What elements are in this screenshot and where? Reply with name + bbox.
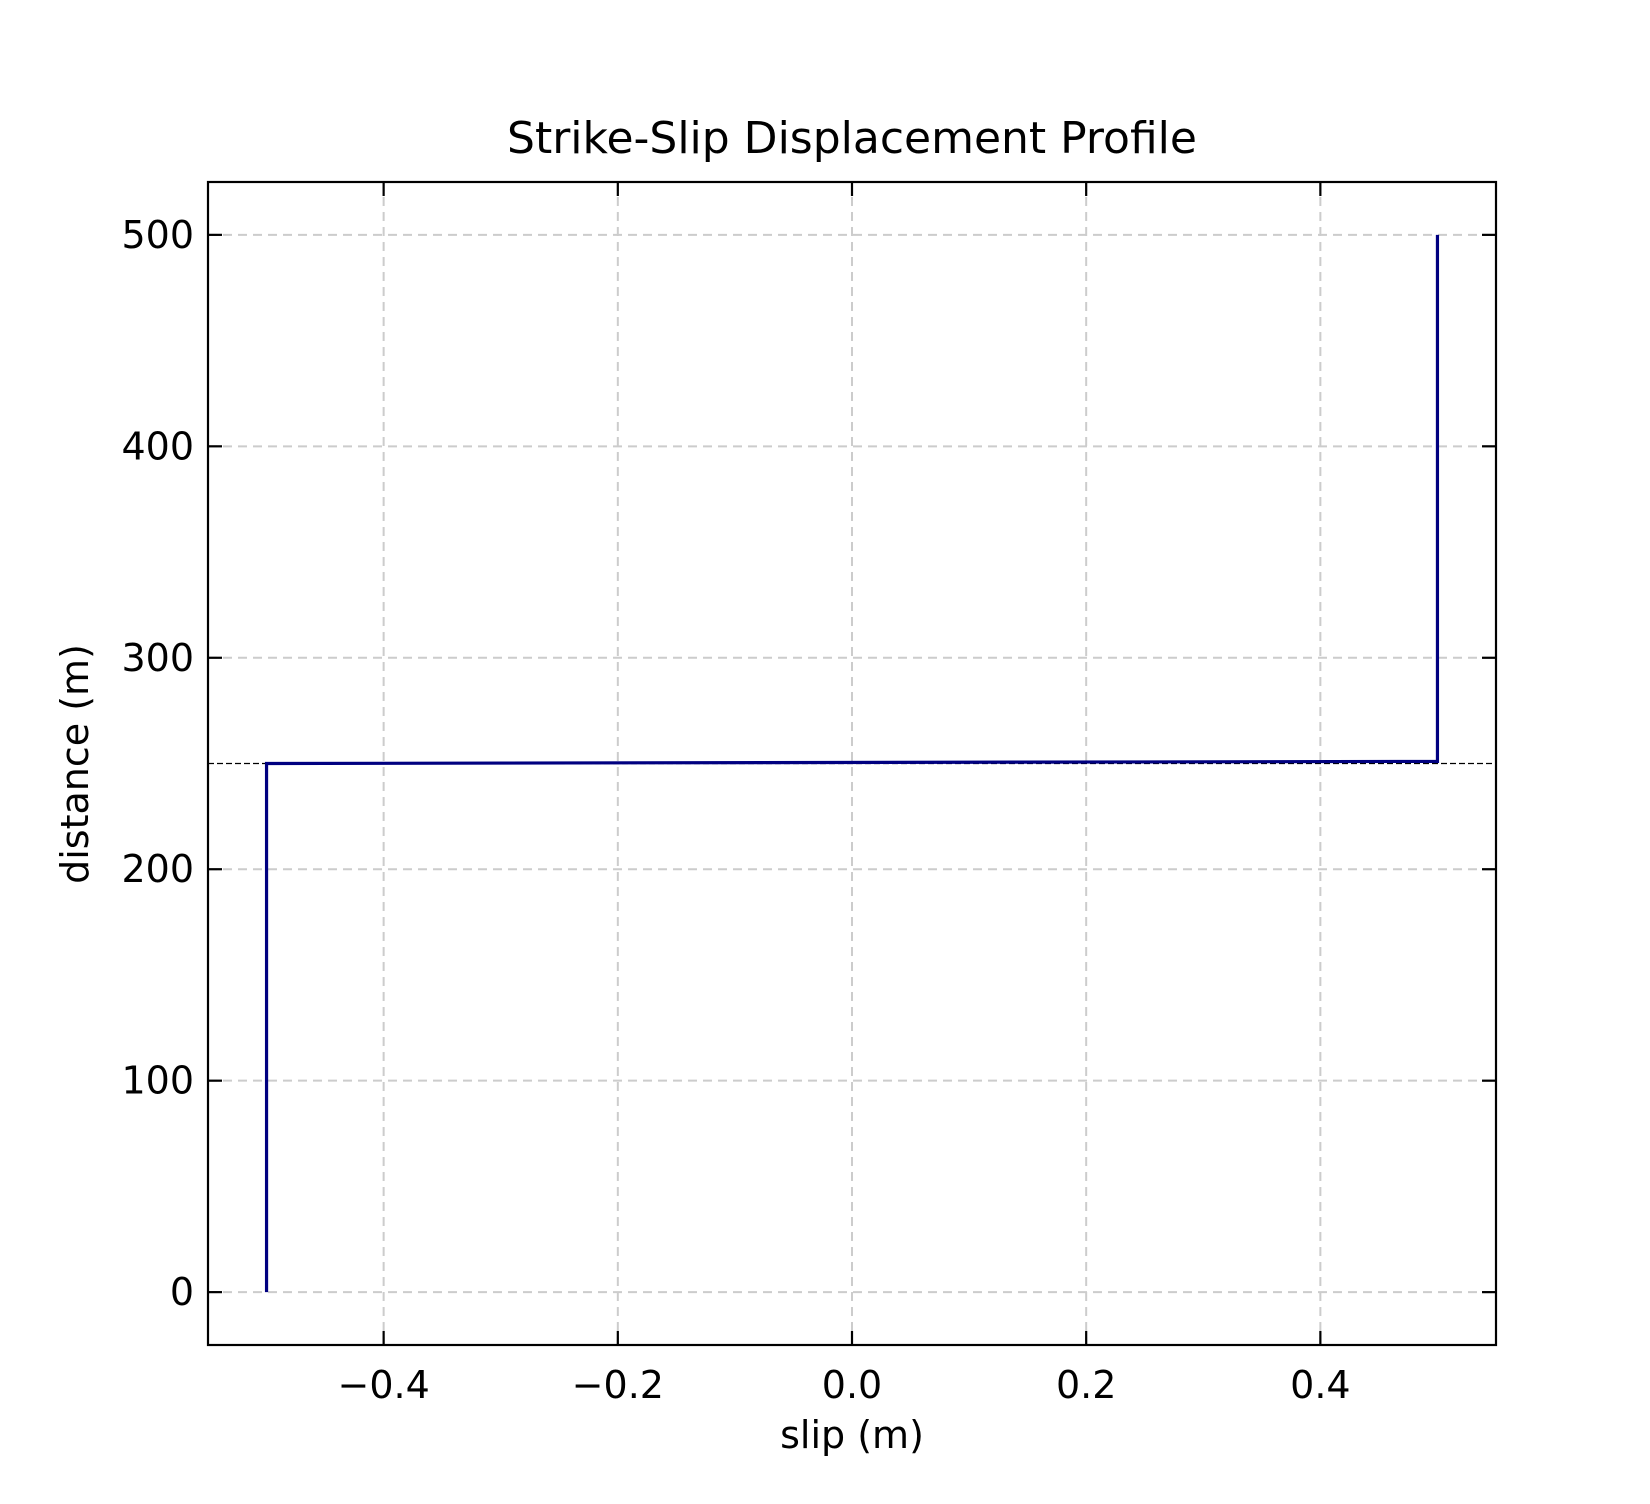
y-tick-label: 500 (121, 213, 194, 257)
tick-layer: −0.4 −0.2 0.0 0.2 0.4 0 100 200 300 400 500 (121, 182, 1496, 1407)
x-tick-label: 0.4 (1290, 1363, 1350, 1407)
x-tick-label: −0.4 (337, 1363, 429, 1407)
x-tick-label: 0.2 (1056, 1363, 1116, 1407)
y-tick-label: 400 (121, 424, 194, 468)
y-tick-label: 200 (121, 847, 194, 891)
slip-profile-line (264, 234, 1440, 1293)
series-layer (264, 234, 1440, 1293)
y-tick-label: 100 (121, 1059, 194, 1103)
y-axis-label: distance (m) (53, 644, 97, 884)
y-tick-label: 0 (170, 1270, 194, 1314)
y-tick-label: 300 (121, 636, 194, 680)
x-axis-label: slip (m) (780, 1413, 924, 1457)
x-tick-label: 0.0 (822, 1363, 882, 1407)
chart-title: Strike-Slip Displacement Profile (507, 113, 1197, 164)
x-tick-label: −0.2 (572, 1363, 664, 1407)
grid-layer (208, 182, 1496, 1345)
